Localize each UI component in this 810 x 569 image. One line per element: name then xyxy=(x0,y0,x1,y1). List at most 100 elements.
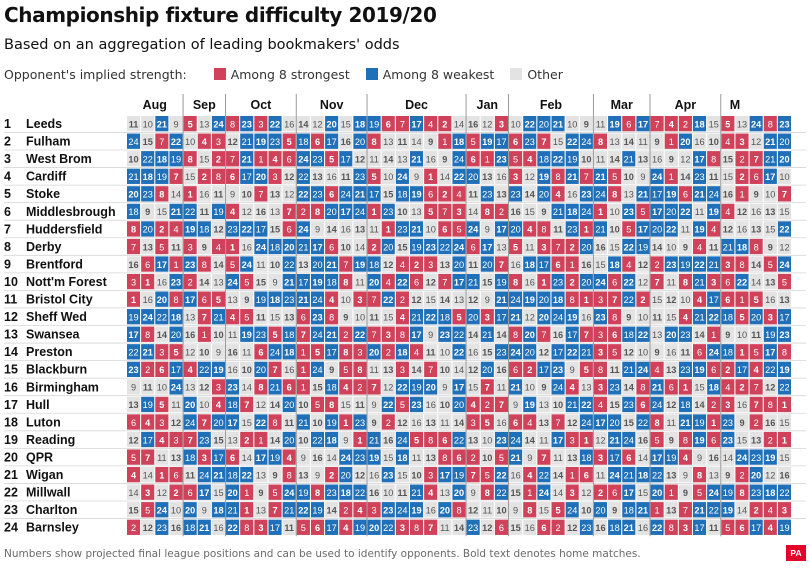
fixture-cell-label: 13 xyxy=(666,506,676,516)
fixture-cell xyxy=(749,133,763,149)
fixture-cell xyxy=(155,326,169,342)
row-rank: 7 xyxy=(4,222,11,236)
fixture-cell-label: 20 xyxy=(284,400,294,410)
legend: Opponent's implied strength: Among 8 str… xyxy=(4,66,579,82)
fixture-cell-label: 13 xyxy=(426,453,436,463)
fixture-cell-label: 17 xyxy=(539,260,549,270)
fixture-cell xyxy=(650,116,664,132)
fixture-cell xyxy=(593,221,608,237)
fixture-cell xyxy=(707,116,721,132)
fixture-cell-label: 3 xyxy=(598,453,603,463)
fixture-cell-label: 1 xyxy=(541,277,546,287)
fixture-cell xyxy=(523,133,537,149)
fixture-cell xyxy=(282,273,296,290)
fixture-cell xyxy=(777,256,791,272)
fixture-cell xyxy=(636,221,650,237)
fixture-cell xyxy=(593,256,608,272)
fixture-cell-label: 6 xyxy=(188,488,193,498)
fixture-cell-label: 1 xyxy=(244,506,249,516)
fixture-cell xyxy=(183,116,197,132)
fixture-cell-label: 8 xyxy=(754,242,759,252)
fixture-cell-label: 6 xyxy=(329,190,334,200)
fixture-cell-label: 5 xyxy=(131,453,136,463)
fixture-cell-label: 13 xyxy=(383,137,393,147)
fixture-cell-label: 4 xyxy=(725,137,730,147)
fixture-cell xyxy=(452,151,466,167)
fixture-cell-label: 12 xyxy=(355,470,365,480)
fixture-cell-label: 23 xyxy=(610,383,620,393)
fixture-cell-label: 23 xyxy=(327,488,337,498)
fixture-cell-label: 9 xyxy=(754,190,759,200)
fixture-cell-label: 3 xyxy=(485,312,490,322)
fixture-cell-label: 19 xyxy=(411,190,421,200)
fixture-cell xyxy=(735,133,749,149)
fixture-cell-label: 5 xyxy=(782,277,787,287)
fixture-cell xyxy=(254,116,268,132)
fixture-cell xyxy=(664,309,678,325)
fixture-cell-label: 23 xyxy=(680,330,690,340)
fixture-cell-label: 21 xyxy=(157,119,167,129)
fixture-cell-label: 16 xyxy=(553,330,563,340)
fixture-cell xyxy=(310,203,325,220)
fixture-cell-label: 4 xyxy=(683,312,689,322)
fixture-cell xyxy=(395,203,409,220)
fixture-cell-label: 14 xyxy=(624,383,635,393)
fixture-cell-label: 20 xyxy=(595,506,605,516)
fixture-cell xyxy=(480,238,494,255)
fixture-cell xyxy=(183,221,197,237)
fixture-cell-label: 11 xyxy=(525,242,535,252)
fixture-cell xyxy=(452,116,466,132)
fixture-cell-label: 15 xyxy=(765,225,775,235)
fixture-cell xyxy=(636,291,650,307)
fixture-cell-label: 24 xyxy=(510,348,521,358)
fixture-cell xyxy=(777,291,791,307)
fixture-cell xyxy=(749,256,763,272)
fixture-cell-label: 9 xyxy=(315,225,320,235)
fixture-cell-label: 7 xyxy=(272,365,277,375)
fixture-cell-label: 1 xyxy=(485,155,490,165)
fixture-cell-label: 13 xyxy=(199,119,209,129)
fixture-cell xyxy=(537,291,551,307)
fixture-cell-label: 11 xyxy=(483,506,493,516)
fixture-cell xyxy=(749,116,763,132)
fixture-cell-label: 15 xyxy=(213,488,223,498)
fixture-cell xyxy=(678,186,692,202)
fixture-cell-label: 17 xyxy=(327,348,337,358)
fixture-cell-label: 6 xyxy=(612,488,617,498)
fixture-cell-label: 10 xyxy=(341,295,351,305)
team-label: Cardiff xyxy=(26,170,67,184)
fixture-cell xyxy=(367,291,381,307)
fixture-cell-label: 18 xyxy=(638,470,648,480)
fixture-cell xyxy=(438,203,452,220)
fixture-cell-label: 11 xyxy=(652,312,662,322)
fixture-cell-label: 19 xyxy=(779,523,789,533)
fixture-cell-label: 8 xyxy=(739,488,744,498)
fixture-cell xyxy=(664,273,678,290)
fixture-cell xyxy=(211,273,225,290)
fixture-cell-label: 16 xyxy=(227,348,237,358)
team-label: Middlesbrough xyxy=(26,205,116,219)
fixture-cell-label: 5 xyxy=(499,453,504,463)
fixture-cell-label: 15 xyxy=(397,242,407,252)
fixture-cell-label: 3 xyxy=(456,207,461,217)
fixture-cell xyxy=(452,203,466,220)
fixture-cell xyxy=(197,116,211,132)
fixture-cell-label: 24 xyxy=(595,190,605,200)
fixture-cell xyxy=(664,256,678,272)
fixture-cell-label: 23 xyxy=(595,312,605,322)
fixture-cell xyxy=(282,151,296,167)
fixture-cell xyxy=(452,168,466,184)
fixture-cell-label: 23 xyxy=(553,365,563,375)
fixture-cell-label: 5 xyxy=(768,260,773,270)
fixture-cell xyxy=(735,151,749,167)
fixture-cell xyxy=(339,238,353,255)
fixture-cell-label: 5 xyxy=(513,155,518,165)
fixture-cell-label: 6 xyxy=(131,418,136,428)
fixture-cell xyxy=(537,151,551,167)
fixture-cell xyxy=(494,273,508,290)
fixture-cell-label: 13 xyxy=(567,453,577,463)
fixture-cell-label: 3 xyxy=(188,242,193,252)
fixture-cell-label: 18 xyxy=(723,348,733,358)
team-label: Reading xyxy=(26,433,75,447)
fixture-cell-label: 20 xyxy=(539,190,549,200)
